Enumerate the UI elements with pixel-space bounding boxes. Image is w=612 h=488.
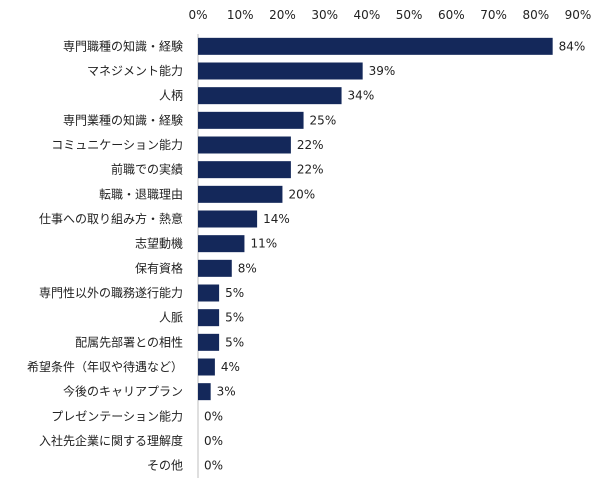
x-tick-label: 10% — [227, 8, 254, 22]
bar — [198, 358, 215, 376]
data-label: 5% — [225, 311, 244, 325]
x-axis-ticks: 0% 10% 20% 30% 40% 50% 60% 70% 80% 90% — [188, 8, 591, 22]
bar — [198, 383, 211, 401]
category-label: 希望条件（年収や待遇など） — [27, 359, 183, 374]
data-label: 22% — [297, 163, 324, 177]
data-label: 0% — [204, 434, 223, 448]
bar — [198, 210, 258, 228]
data-label: 0% — [204, 409, 223, 423]
data-label: 11% — [250, 237, 277, 251]
category-label: その他 — [147, 459, 183, 473]
data-label: 84% — [559, 39, 586, 53]
category-label: 前職での実績 — [111, 162, 183, 177]
category-label: 入社先企業に関する理解度 — [39, 433, 183, 448]
category-label: 人柄 — [159, 89, 183, 103]
bar — [198, 333, 220, 351]
category-label: 専門性以外の職務遂行能力 — [39, 286, 183, 300]
bar — [198, 111, 304, 129]
category-label: 配属先部署との相性 — [75, 334, 183, 349]
bar — [198, 185, 283, 203]
x-tick-label: 50% — [396, 8, 423, 22]
bar — [198, 37, 553, 55]
bar — [198, 259, 232, 277]
x-tick-label: 30% — [311, 8, 338, 22]
data-labels: 84% 39% 34% 25% 22% 22% 20% 14% 11% 8% 5% 5% 5% 4% 3% 0… — [204, 39, 585, 472]
bars — [198, 37, 553, 401]
x-tick-label: 20% — [269, 8, 296, 22]
category-label: 転職・退職理由 — [99, 187, 183, 201]
data-label: 5% — [225, 335, 244, 349]
category-label: 今後のキャリアプラン — [63, 384, 183, 399]
bar — [198, 235, 245, 253]
category-labels: 専門職種の知識・経験マネジメント能力人柄専門業種の知識・経験コミュニケーション能… — [27, 38, 183, 472]
data-label: 34% — [348, 89, 375, 103]
bar — [198, 87, 342, 105]
x-tick-label: 0% — [188, 8, 207, 22]
data-label: 4% — [221, 360, 240, 374]
x-tick-label: 60% — [438, 8, 465, 22]
data-label: 14% — [263, 212, 290, 226]
data-label: 8% — [238, 261, 257, 275]
x-tick-label: 90% — [565, 8, 592, 22]
data-label: 20% — [288, 187, 315, 201]
data-label: 25% — [310, 113, 337, 127]
category-label: 仕事への取り組み方・熱意 — [39, 211, 183, 226]
data-label: 39% — [369, 64, 396, 78]
bar — [198, 309, 220, 327]
bar — [198, 136, 291, 154]
x-tick-label: 70% — [480, 8, 507, 22]
category-label: 志望動機 — [135, 236, 183, 251]
category-label: マネジメント能力 — [87, 64, 183, 78]
bar — [198, 284, 220, 302]
category-label: 専門職種の知識・経験 — [63, 38, 183, 53]
x-tick-label: 40% — [354, 8, 381, 22]
data-label: 0% — [204, 459, 223, 473]
bar — [198, 161, 291, 179]
data-label: 22% — [297, 138, 324, 152]
category-label: 専門業種の知識・経験 — [63, 112, 183, 127]
category-label: 保有資格 — [135, 260, 183, 275]
category-label: プレゼンテーション能力 — [51, 409, 183, 423]
x-tick-label: 80% — [522, 8, 549, 22]
category-label: 人脈 — [159, 311, 183, 325]
category-label: コミュニケーション能力 — [51, 138, 183, 152]
data-label: 3% — [217, 385, 236, 399]
bar — [198, 62, 363, 80]
data-label: 5% — [225, 286, 244, 300]
